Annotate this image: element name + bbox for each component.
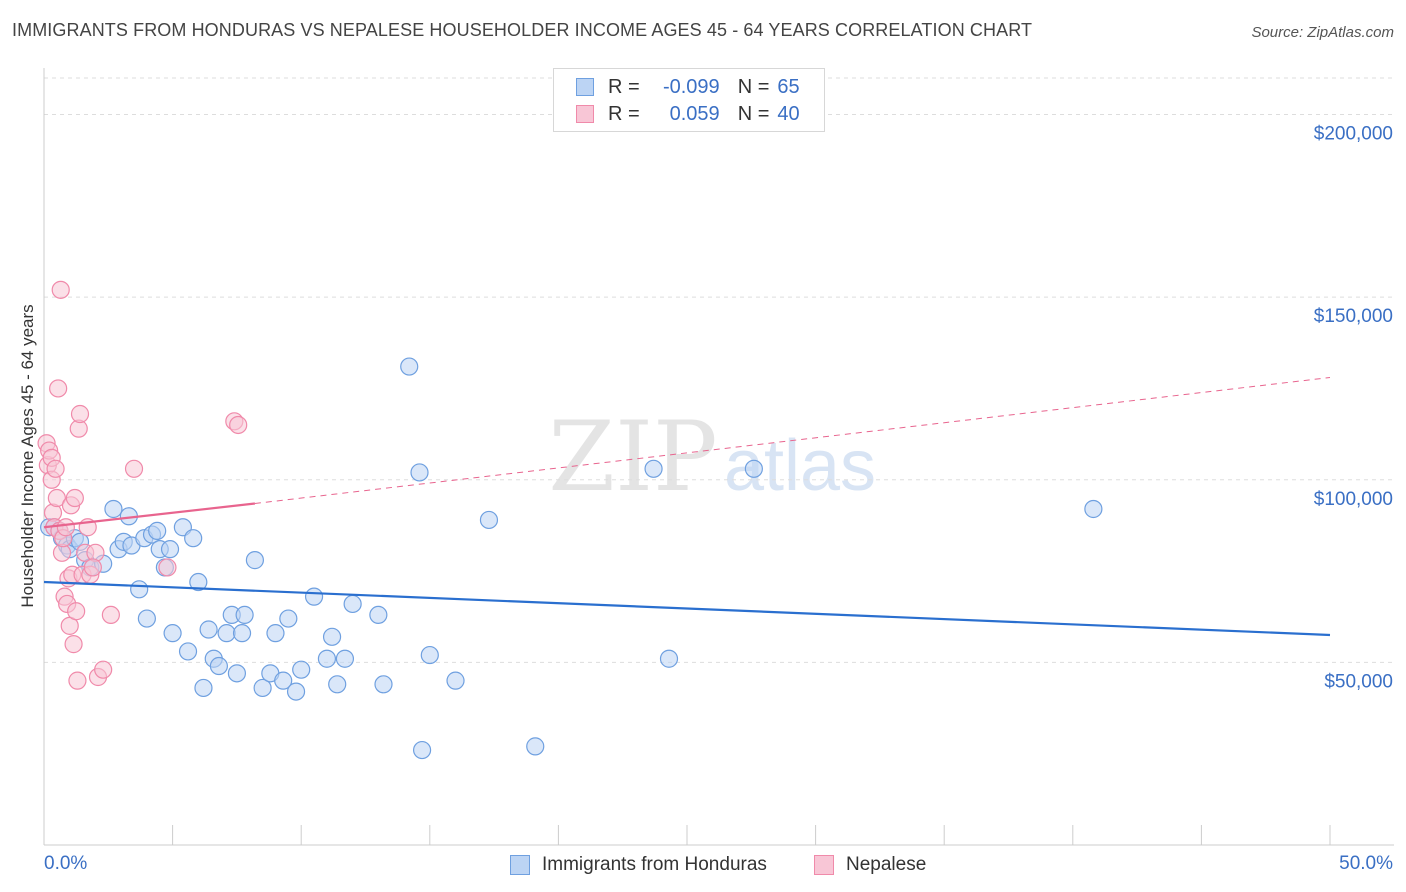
chart-source: Source: ZipAtlas.com	[1251, 24, 1394, 41]
legend-row-honduras: R = -0.099 N = 65	[576, 75, 800, 99]
nepalese-trend-line	[43, 502, 256, 529]
legend-row-nepalese: R = 0.059 N = 40	[576, 102, 800, 126]
nepalese-point	[47, 488, 66, 508]
honduras-point	[328, 675, 347, 694]
nepalese-point	[67, 602, 86, 621]
honduras-point	[163, 624, 182, 643]
honduras-point	[227, 664, 246, 683]
honduras-point	[160, 540, 180, 559]
nepalese-point	[68, 671, 87, 690]
nepalese-point	[49, 379, 68, 398]
y-tick-label: $50,000	[1324, 671, 1393, 692]
honduras-point	[412, 740, 432, 760]
honduras-point	[245, 551, 265, 570]
y-tick-label: $200,000	[1314, 124, 1393, 145]
nepalese-point	[70, 404, 90, 424]
honduras-point	[178, 642, 198, 661]
honduras-point	[232, 624, 252, 643]
honduras-point	[189, 572, 208, 592]
y-axis-label: Householder Income Ages 45 - 64 years	[18, 304, 37, 608]
nepalese-n-value: 40	[777, 102, 800, 125]
honduras-point	[148, 521, 167, 540]
nepalese-r-label: R =	[608, 102, 640, 125]
honduras-point	[374, 675, 393, 694]
bottom-nepalese-swatch	[814, 855, 834, 875]
nepalese-point	[56, 518, 75, 537]
honduras-point	[137, 609, 156, 628]
nepalese-trend-line-dashed	[254, 376, 1331, 504]
nepalese-point	[94, 660, 113, 679]
honduras-point	[479, 510, 499, 530]
nepalese-point	[51, 280, 70, 299]
honduras-trend-line	[43, 580, 1331, 637]
nepalese-point	[65, 488, 84, 508]
honduras-point	[274, 671, 293, 690]
honduras-point	[343, 594, 362, 614]
nepalese-n-label: N =	[737, 102, 770, 125]
honduras-r-label: R =	[608, 75, 640, 98]
nepalese-point	[124, 459, 144, 478]
nepalese-swatch	[576, 105, 594, 123]
honduras-point	[420, 645, 439, 665]
honduras-point	[410, 463, 429, 482]
honduras-point	[659, 649, 679, 668]
honduras-point	[194, 678, 213, 698]
x-tick-label-max: 50.0%	[1339, 853, 1393, 874]
bottom-honduras-label: Immigrants from Honduras	[542, 854, 767, 875]
nepalese-point	[64, 635, 83, 654]
honduras-point	[199, 620, 218, 639]
honduras-point	[1084, 499, 1103, 519]
honduras-point	[253, 678, 272, 698]
honduras-point	[217, 624, 236, 643]
honduras-point	[400, 357, 419, 376]
honduras-swatch	[576, 78, 594, 96]
honduras-n-value: 65	[777, 75, 800, 98]
bottom-legend-honduras: Immigrants from Honduras	[510, 852, 767, 878]
correlation-legend: R = -0.099 N = 65 R = 0.059 N = 40	[553, 68, 825, 132]
honduras-point	[209, 656, 228, 676]
honduras-n-label: N =	[737, 75, 770, 98]
bottom-honduras-swatch	[510, 855, 530, 875]
honduras-point	[130, 580, 149, 599]
honduras-point	[335, 649, 355, 668]
honduras-point	[266, 624, 285, 643]
honduras-point	[369, 605, 388, 625]
honduras-point	[286, 682, 306, 701]
nepalese-r-value: 0.059	[669, 102, 720, 125]
nepalese-point	[101, 605, 120, 625]
y-tick-label: $100,000	[1314, 489, 1393, 510]
nepalese-point	[83, 558, 102, 577]
honduras-point	[317, 649, 337, 668]
honduras-point	[235, 605, 254, 625]
honduras-point	[446, 671, 465, 690]
honduras-r-value: -0.099	[662, 75, 720, 98]
honduras-point	[104, 499, 123, 519]
bottom-nepalese-label: Nepalese	[846, 854, 927, 875]
nepalese-point	[158, 558, 177, 577]
honduras-point	[304, 587, 324, 606]
nepalese-point	[46, 459, 65, 478]
honduras-point	[644, 459, 663, 478]
honduras-point	[322, 627, 342, 646]
honduras-point	[279, 609, 298, 628]
chart-title: IMMIGRANTS FROM HONDURAS VS NEPALESE HOU…	[12, 20, 1033, 40]
bottom-legend-nepalese: Nepalese	[814, 852, 926, 878]
y-tick-label: $150,000	[1314, 306, 1393, 327]
honduras-point	[526, 737, 545, 756]
watermark-zip: ZIP	[548, 401, 717, 513]
honduras-point	[292, 660, 311, 679]
nepalese-point	[229, 415, 248, 435]
honduras-point	[744, 459, 763, 478]
x-tick-label-min: 0.0%	[44, 853, 87, 874]
honduras-point	[184, 529, 203, 548]
